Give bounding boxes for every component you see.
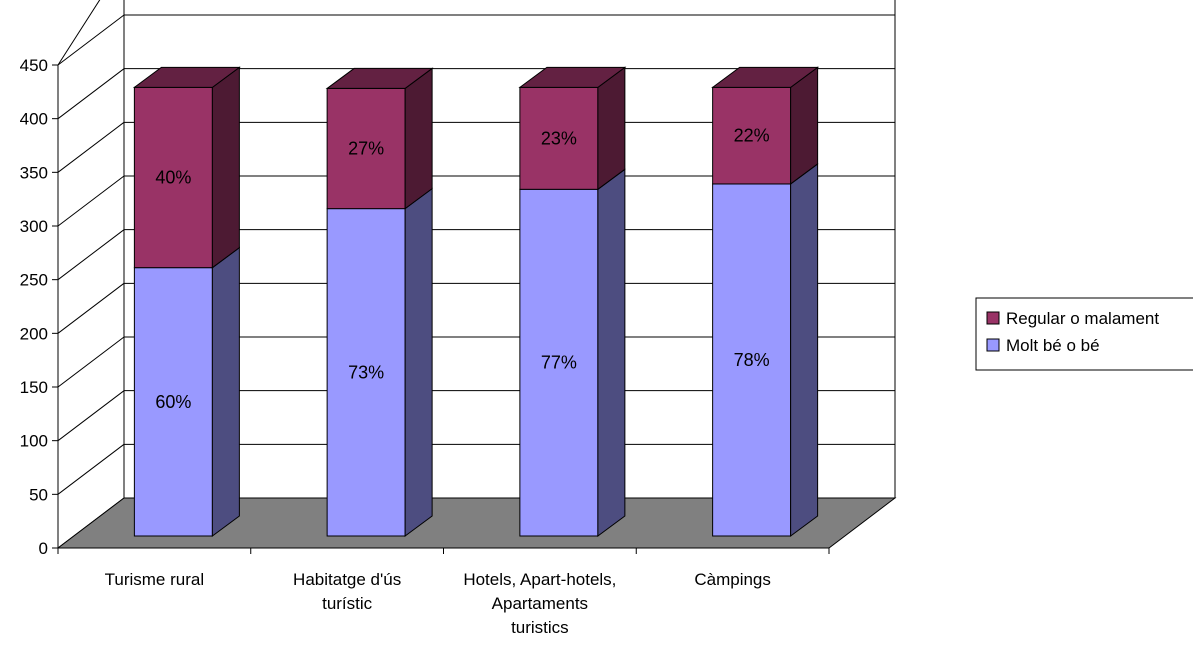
y-tick-label: 250 bbox=[20, 271, 48, 290]
bar-molt-be-0 bbox=[133, 246, 240, 537]
bar-side bbox=[597, 66, 626, 191]
side-gridline-450 bbox=[57, 14, 125, 66]
y-tick-label: 150 bbox=[20, 378, 48, 397]
bar-side bbox=[790, 162, 819, 537]
y-tick-label: 450 bbox=[20, 56, 48, 75]
x-tick-label: Hotels, Apart-hotels, Apartaments turistic… bbox=[463, 570, 616, 637]
bar-molt-be-1 bbox=[326, 187, 433, 537]
legend-box bbox=[975, 297, 1193, 371]
bar-regular-2 bbox=[518, 66, 627, 191]
bar-top bbox=[132, 66, 241, 88]
data-label: 23% bbox=[541, 128, 577, 148]
bar-side bbox=[211, 66, 240, 269]
x-tick-label: Turisme rural bbox=[105, 570, 205, 589]
side-wall bbox=[57, 0, 125, 550]
bar-front bbox=[519, 188, 599, 537]
data-labels: 60% 40% 73% 27% 77% 23% 78% 22% bbox=[155, 126, 769, 412]
data-label: 73% bbox=[348, 362, 384, 382]
bar-side bbox=[404, 67, 433, 210]
data-label: 78% bbox=[734, 350, 770, 370]
legend-label: Regular o malament bbox=[1006, 309, 1159, 328]
side-gridline-200 bbox=[57, 282, 125, 334]
bar-molt-be-2 bbox=[519, 168, 626, 537]
x-tick-label: Càmpings bbox=[694, 570, 771, 589]
bar-side bbox=[211, 246, 240, 537]
bar-front bbox=[326, 87, 406, 210]
side-gridline-400 bbox=[57, 68, 125, 120]
y-tick-label: 0 bbox=[39, 539, 48, 558]
bar-front bbox=[712, 183, 792, 537]
legend-swatch bbox=[986, 311, 1000, 325]
y-tick-label: 300 bbox=[20, 217, 48, 236]
data-label: 40% bbox=[155, 168, 191, 188]
x-tick-label: Habitatge d'ús turístic bbox=[293, 570, 401, 613]
side-gridline-100 bbox=[57, 390, 125, 442]
bar-side bbox=[404, 187, 433, 537]
side-gridline-250 bbox=[57, 229, 125, 281]
side-gridline-350 bbox=[57, 121, 125, 173]
bar-molt-be-3 bbox=[712, 162, 819, 537]
bars bbox=[132, 66, 820, 537]
data-label: 22% bbox=[734, 126, 770, 146]
axes: 0 50 100 150 200 250 300 350 400 450 Turisme rural… bbox=[20, 56, 830, 637]
y-tick-label: 200 bbox=[20, 324, 48, 343]
y-tick-label: 400 bbox=[20, 110, 48, 129]
bar-regular-3 bbox=[711, 66, 820, 185]
y-tick-label: 50 bbox=[29, 485, 48, 504]
bar-regular-0 bbox=[132, 66, 241, 269]
bar-side bbox=[597, 168, 626, 537]
side-gridline-300 bbox=[57, 175, 125, 227]
bar-regular-1 bbox=[325, 67, 434, 210]
legend: Regular o malament Molt bé o bé bbox=[975, 297, 1193, 371]
bar-front bbox=[133, 86, 213, 269]
y-tick-label: 100 bbox=[20, 432, 48, 451]
legend-label: Molt bé o bé bbox=[1006, 336, 1100, 355]
legend-swatch bbox=[986, 338, 1000, 352]
bar-top bbox=[711, 66, 820, 88]
bar-top bbox=[325, 67, 434, 89]
bar-top bbox=[518, 66, 627, 88]
data-label: 27% bbox=[348, 139, 384, 159]
y-tick-label: 350 bbox=[20, 163, 48, 182]
side-gridline-150 bbox=[57, 336, 125, 388]
data-label: 77% bbox=[541, 353, 577, 373]
bar-front bbox=[519, 86, 599, 190]
data-label: 60% bbox=[155, 392, 191, 412]
bar-front bbox=[326, 208, 406, 537]
side-gridline-50 bbox=[57, 443, 125, 495]
